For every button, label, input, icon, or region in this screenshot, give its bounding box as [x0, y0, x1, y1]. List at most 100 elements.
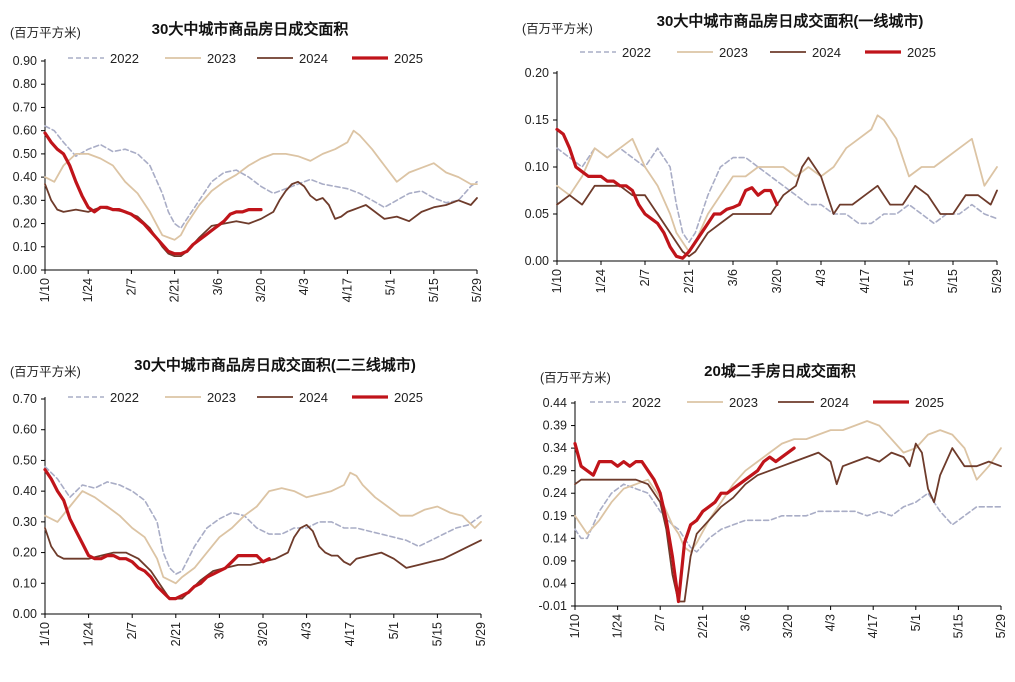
- panel-1-y-tick-label: 0.20: [13, 217, 37, 231]
- panel-1-x-tick-label: 4/3: [297, 278, 311, 295]
- panel-4-series-2023: [574, 420, 1002, 553]
- panel-1-series-2022: [44, 125, 478, 229]
- panel-4: 20城二手房日成交面积 (百万平方米) -0.01 0.04 0.09 0.14 0.19 0…: [539, 362, 1009, 638]
- panel-4-y-tick-label: 0.44: [543, 396, 567, 410]
- panel-1-series-2025: [43, 131, 263, 256]
- panel-1-legend-label-2025: 2025: [394, 51, 423, 66]
- panel-1-unit-label: (百万平方米): [10, 25, 81, 40]
- panel-4-series-2024: [574, 442, 1002, 603]
- panel-4-title: 20城二手房日成交面积: [704, 362, 856, 380]
- panel-3-x-tick-label: 4/17: [343, 622, 357, 646]
- panel-3-legend-label-2024: 2024: [299, 390, 328, 405]
- panel-4-x-tick-label: 5/15: [951, 614, 965, 638]
- panel-2-x-tick-label: 5/15: [946, 269, 960, 293]
- panel-2: 30大中城市商品房日成交面积(一线城市) (百万平方米) 0.00 0.05 0.10 0…: [522, 12, 1004, 293]
- panel-1-y-tick-label: 0.50: [13, 147, 37, 161]
- panel-2-legend-label-2025: 2025: [907, 45, 936, 60]
- panel-2-y-tick-label: 0.05: [525, 207, 549, 221]
- panel-1-series-2023: [44, 129, 478, 241]
- panel-4-x-tick-label: 4/3: [824, 614, 838, 631]
- panel-1-y-tick-label: 0.10: [13, 240, 37, 254]
- panel-4-legend-label-2023: 2023: [729, 395, 758, 410]
- panel-4-y-tick-label: -0.01: [539, 599, 568, 613]
- panel-2-y-tick-label: 0.15: [525, 113, 549, 127]
- panel-2-series-2025: [555, 127, 779, 260]
- panel-4-x-tick-label: 3/20: [781, 614, 795, 638]
- panel-2-x-tick-label: 1/24: [594, 269, 608, 293]
- panel-1-y-tick-label: 0.80: [13, 77, 37, 91]
- panel-4-y-tick-label: 0.39: [543, 419, 567, 433]
- panel-4-x-tick-label: 5/29: [994, 614, 1008, 638]
- panel-2-legend-label-2024: 2024: [812, 45, 841, 60]
- panel-2-x-tick-label: 3/6: [726, 269, 740, 286]
- panel-2-title: 30大中城市商品房日成交面积(一线城市): [657, 12, 924, 30]
- panel-1-x-tick-label: 3/20: [254, 278, 268, 302]
- panel-1-y-tick-label: 0.00: [13, 263, 37, 277]
- panel-3-y-tick-label: 0.20: [13, 546, 37, 560]
- panel-3-x-tick-label: 5/29: [474, 622, 488, 646]
- panel-1-y-tick-label: 0.40: [13, 170, 37, 184]
- panel-2-x-tick-label: 5/29: [990, 269, 1004, 293]
- panel-4-y-tick-label: 0.09: [543, 554, 567, 568]
- panel-3: 30大中城市商品房日成交面积(二三线城市) (百万平方米) 0.00 0.10 0.20…: [10, 356, 488, 646]
- panel-1-legend-label-2023: 2023: [207, 51, 236, 66]
- panel-1-x-tick-label: 2/7: [124, 278, 138, 295]
- panel-4-series-2025: [573, 442, 796, 604]
- panel-3-legend-label-2025: 2025: [394, 390, 423, 405]
- panel-1-y-tick-label: 0.90: [13, 54, 37, 68]
- panel-1-legend-label-2022: 2022: [110, 51, 139, 66]
- panel-3-x-tick-label: 3/20: [256, 622, 270, 646]
- panel-4-legend-label-2022: 2022: [632, 395, 661, 410]
- panel-4-unit-label: (百万平方米): [540, 370, 611, 385]
- panel-2-unit-label: (百万平方米): [522, 21, 593, 36]
- panel-3-y-tick-label: 0.10: [13, 576, 37, 590]
- panel-2-legend-label-2022: 2022: [622, 45, 651, 60]
- panel-3-series-2025: [43, 468, 271, 601]
- panel-1-x-tick-label: 2/21: [168, 278, 182, 302]
- panel-2-y-tick-label: 0.10: [525, 160, 549, 174]
- panel-3-x-tick-label: 1/10: [38, 622, 52, 646]
- panel-3-y-tick-label: 0.60: [13, 423, 37, 437]
- panel-4-series-2022: [574, 483, 1002, 553]
- panel-3-x-tick-label: 2/7: [125, 622, 139, 639]
- panel-3-x-tick-label: 4/3: [300, 622, 314, 639]
- panel-4-legend-label-2024: 2024: [820, 395, 849, 410]
- panel-3-series-2024: [44, 524, 482, 600]
- panel-2-series-2022: [556, 147, 998, 243]
- panel-1: 30大中城市商品房日成交面积 (百万平方米) 0.00 0.10 0.20 0.30 0.4…: [10, 20, 484, 302]
- panel-3-legend-label-2022: 2022: [110, 390, 139, 405]
- panel-1-title: 30大中城市商品房日成交面积: [152, 20, 349, 38]
- panel-2-x-tick-label: 5/1: [902, 269, 916, 286]
- panel-4-y-tick-label: 0.14: [543, 531, 567, 545]
- panel-4-y-tick-label: 0.24: [543, 486, 567, 500]
- panel-2-x-tick-label: 4/3: [814, 269, 828, 286]
- panel-4-y-tick-label: 0.29: [543, 464, 567, 478]
- panel-1-x-tick-label: 4/17: [340, 278, 354, 302]
- panel-3-x-tick-label: 5/15: [430, 622, 444, 646]
- panel-1-y-tick-label: 0.60: [13, 124, 37, 138]
- panel-1-x-tick-label: 1/10: [38, 278, 52, 302]
- panel-3-y-tick-label: 0.70: [13, 392, 37, 406]
- panel-1-x-tick-label: 5/1: [384, 278, 398, 295]
- panel-4-y-tick-label: 0.19: [543, 509, 567, 523]
- panel-4-x-tick-label: 3/6: [738, 614, 752, 631]
- panel-4-x-tick-label: 5/1: [909, 614, 923, 631]
- panel-4-x-tick-label: 4/17: [866, 614, 880, 638]
- panel-3-legend-label-2023: 2023: [207, 390, 236, 405]
- panel-4-x-tick-label: 2/21: [696, 614, 710, 638]
- panel-3-unit-label: (百万平方米): [10, 364, 81, 379]
- panel-1-x-tick-label: 3/6: [211, 278, 225, 295]
- panel-2-series-2023: [556, 114, 998, 253]
- panel-3-x-tick-label: 1/24: [82, 622, 96, 646]
- panel-2-x-tick-label: 1/10: [550, 269, 564, 293]
- panel-4-x-tick-label: 1/10: [568, 614, 582, 638]
- panel-2-x-tick-label: 2/7: [638, 269, 652, 286]
- panel-4-y-tick-label: 0.34: [543, 441, 567, 455]
- panel-3-x-tick-label: 3/6: [212, 622, 226, 639]
- panel-2-series-2024: [556, 156, 998, 258]
- panel-3-x-tick-label: 2/21: [169, 622, 183, 646]
- panel-1-x-tick-label: 1/24: [81, 278, 95, 302]
- panel-2-legend-label-2023: 2023: [719, 45, 748, 60]
- panel-2-y-tick-label: 0.00: [525, 254, 549, 268]
